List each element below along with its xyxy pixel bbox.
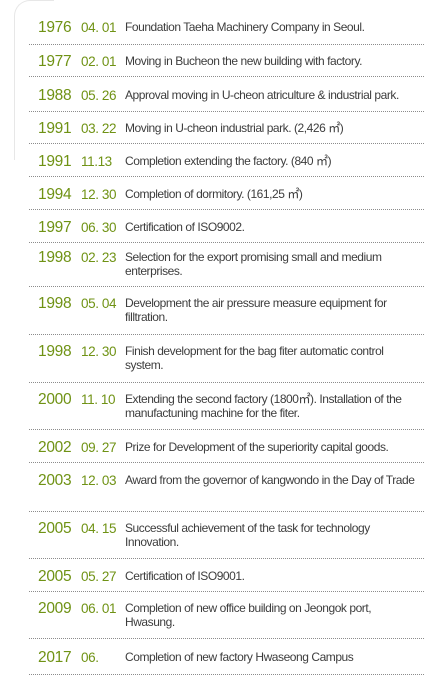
history-description: Approval moving in U-cheon atriculture &… [125, 88, 399, 102]
history-year: 2002 [38, 439, 72, 456]
history-year: 1977 [38, 53, 72, 70]
history-date: 02. 01 [81, 54, 117, 69]
history-date: 11.13 [81, 154, 112, 169]
history-date: 04. 15 [81, 521, 117, 536]
history-date: 12. 03 [81, 473, 117, 488]
history-year: 1991 [38, 120, 72, 137]
history-date: 02. 23 [81, 250, 117, 265]
history-year: 2003 [38, 472, 72, 489]
history-description: Completion of new factory Hwaseong Campu… [125, 650, 354, 664]
history-date: 05. 26 [81, 88, 117, 103]
history-year: 1998 [38, 249, 72, 266]
history-date: 05. 04 [81, 296, 117, 311]
history-year: 1998 [38, 295, 72, 312]
history-description: Finish development for the bag fiter aut… [125, 344, 384, 372]
history-year: 1976 [38, 19, 72, 36]
history-row: 2002 09. 27 Prize for Development of the… [29, 430, 424, 463]
history-description: Certification of ISO9001. [125, 569, 245, 583]
history-row: 1991 11.13 Completion extending the fact… [29, 144, 424, 177]
history-year: 2000 [38, 391, 72, 408]
history-row: 1977 02. 01 Moving in Bucheon the new bu… [29, 45, 424, 77]
history-description: Award from the governor of kangwondo in … [125, 473, 415, 487]
history-description: Certification of ISO9002. [125, 220, 245, 234]
history-description: Development the air pressure measure equ… [125, 296, 387, 324]
history-description: Completion of new office building on Jeo… [125, 601, 372, 629]
history-row: 1998 05. 04 Development the air pressure… [29, 287, 424, 335]
history-date: 04. 01 [81, 20, 117, 35]
history-row: 2000 11. 10 Extending the second factory… [29, 383, 424, 430]
history-row: 1997 06. 30 Certification of ISO9002. [29, 210, 424, 243]
history-row: 1976 04. 01 Foundation Taeha Machinery C… [29, 8, 424, 45]
history-row: 1991 03. 22 Moving in U-cheon industrial… [29, 112, 424, 144]
history-year: 2005 [38, 520, 72, 537]
history-row: 2005 05. 27 Certification of ISO9001. [29, 559, 424, 592]
history-date: 03. 22 [81, 121, 117, 136]
history-year: 2017 [38, 649, 72, 666]
history-year: 2005 [38, 568, 72, 585]
history-description: Selection for the export promising small… [125, 250, 382, 278]
history-date: 06. 01 [81, 601, 117, 616]
history-date: 06. 30 [81, 220, 117, 235]
history-year: 2009 [38, 600, 72, 617]
history-year: 1997 [38, 219, 72, 236]
history-description: Extending the second factory (1800㎡). In… [125, 392, 402, 420]
decorative-corner-border [14, 0, 54, 160]
history-description: Foundation Taeha Machinery Company in Se… [125, 20, 365, 34]
history-year: 1998 [38, 343, 72, 360]
history-row: 2017 06. Completion of new factory Hwase… [29, 639, 424, 675]
history-description: Prize for Development of the superiority… [125, 440, 389, 454]
history-date: 12. 30 [81, 187, 117, 202]
history-date: 12. 30 [81, 344, 117, 359]
history-date: 09. 27 [81, 440, 117, 455]
history-description: Moving in U-cheon industrial park. (2,42… [125, 121, 344, 135]
history-date: 11. 10 [81, 392, 116, 407]
history-row: 2003 12. 03 Award from the governor of k… [29, 463, 424, 512]
history-row: 1988 05. 26 Approval moving in U-cheon a… [29, 77, 424, 112]
history-date: 05. 27 [81, 569, 117, 584]
history-date: 06. [81, 650, 99, 665]
history-description: Successful achievement of the task for t… [125, 521, 370, 549]
history-row: 1998 12. 30 Finish development for the b… [29, 335, 424, 383]
history-description: Completion of dormitory. (161,25 ㎡) [125, 187, 303, 201]
history-row: 1994 12. 30 Completion of dormitory. (16… [29, 177, 424, 210]
history-description: Moving in Bucheon the new building with … [125, 54, 362, 68]
history-row: 1998 02. 23 Selection for the export pro… [29, 243, 424, 287]
history-description: Completion extending the factory. (840 ㎡… [125, 154, 332, 168]
history-year: 1988 [38, 87, 72, 104]
history-row: 2005 04. 15 Successful achievement of th… [29, 512, 424, 559]
history-year: 1991 [38, 153, 72, 170]
history-row: 2009 06. 01 Completion of new office bui… [29, 592, 424, 639]
history-year: 1994 [38, 186, 72, 203]
